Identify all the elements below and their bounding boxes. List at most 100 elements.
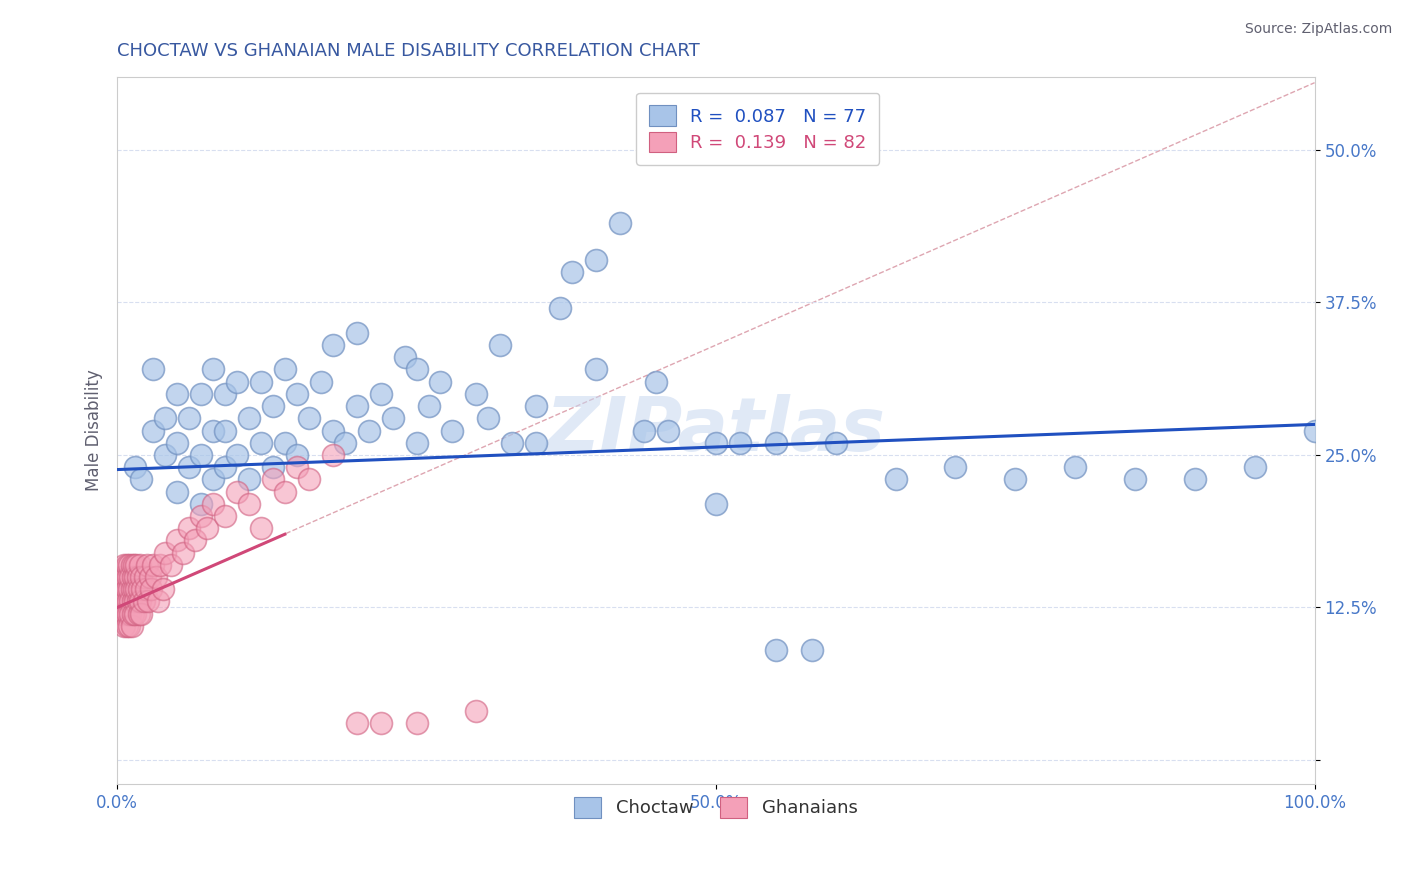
Point	[129, 570, 152, 584]
Point	[136, 558, 159, 572]
Point	[285, 387, 308, 401]
Point	[135, 582, 157, 596]
Point	[108, 594, 131, 608]
Point	[166, 435, 188, 450]
Point	[262, 472, 284, 486]
Point	[250, 375, 273, 389]
Point	[405, 362, 427, 376]
Point	[152, 582, 174, 596]
Point	[274, 435, 297, 450]
Point	[122, 558, 145, 572]
Point	[262, 460, 284, 475]
Point	[645, 375, 668, 389]
Point	[1004, 472, 1026, 486]
Point	[285, 460, 308, 475]
Point	[117, 594, 139, 608]
Point	[357, 424, 380, 438]
Point	[124, 460, 146, 475]
Point	[824, 435, 846, 450]
Point	[129, 558, 152, 572]
Point	[153, 448, 176, 462]
Point	[127, 570, 149, 584]
Point	[214, 387, 236, 401]
Point	[131, 582, 153, 596]
Point	[214, 460, 236, 475]
Point	[111, 582, 134, 596]
Point	[129, 594, 152, 608]
Point	[381, 411, 404, 425]
Point	[238, 497, 260, 511]
Point	[238, 411, 260, 425]
Point	[884, 472, 907, 486]
Point	[262, 399, 284, 413]
Point	[177, 460, 200, 475]
Point	[117, 607, 139, 621]
Point	[121, 619, 143, 633]
Point	[728, 435, 751, 450]
Text: ZIPatlas: ZIPatlas	[546, 394, 886, 467]
Point	[115, 619, 138, 633]
Point	[121, 558, 143, 572]
Point	[322, 338, 344, 352]
Point	[114, 594, 136, 608]
Point	[142, 424, 165, 438]
Point	[138, 570, 160, 584]
Y-axis label: Male Disability: Male Disability	[86, 369, 103, 491]
Point	[465, 704, 488, 718]
Point	[134, 570, 156, 584]
Point	[441, 424, 464, 438]
Point	[800, 643, 823, 657]
Point	[110, 570, 132, 584]
Point	[195, 521, 218, 535]
Point	[190, 508, 212, 523]
Point	[177, 411, 200, 425]
Text: CHOCTAW VS GHANAIAN MALE DISABILITY CORRELATION CHART: CHOCTAW VS GHANAIAN MALE DISABILITY CORR…	[117, 42, 700, 60]
Point	[405, 435, 427, 450]
Point	[370, 716, 392, 731]
Point	[524, 435, 547, 450]
Point	[548, 301, 571, 316]
Point	[124, 594, 146, 608]
Point	[633, 424, 655, 438]
Point	[118, 619, 141, 633]
Point	[149, 558, 172, 572]
Point	[160, 558, 183, 572]
Point	[489, 338, 512, 352]
Point	[943, 460, 966, 475]
Point	[309, 375, 332, 389]
Point	[250, 521, 273, 535]
Point	[201, 362, 224, 376]
Point	[124, 607, 146, 621]
Point	[346, 399, 368, 413]
Point	[129, 472, 152, 486]
Point	[125, 582, 148, 596]
Point	[477, 411, 499, 425]
Point	[124, 570, 146, 584]
Point	[128, 582, 150, 596]
Point	[127, 594, 149, 608]
Point	[120, 570, 142, 584]
Point	[765, 643, 787, 657]
Point	[501, 435, 523, 450]
Point	[121, 594, 143, 608]
Point	[115, 558, 138, 572]
Point	[172, 545, 194, 559]
Point	[112, 582, 135, 596]
Point	[285, 448, 308, 462]
Point	[166, 484, 188, 499]
Point	[418, 399, 440, 413]
Point	[298, 411, 321, 425]
Point	[177, 521, 200, 535]
Point	[120, 607, 142, 621]
Point	[112, 594, 135, 608]
Point	[214, 424, 236, 438]
Point	[226, 375, 249, 389]
Point	[657, 424, 679, 438]
Point	[429, 375, 451, 389]
Point	[1123, 472, 1146, 486]
Point	[465, 387, 488, 401]
Point	[333, 435, 356, 450]
Point	[609, 216, 631, 230]
Point	[112, 558, 135, 572]
Point	[121, 570, 143, 584]
